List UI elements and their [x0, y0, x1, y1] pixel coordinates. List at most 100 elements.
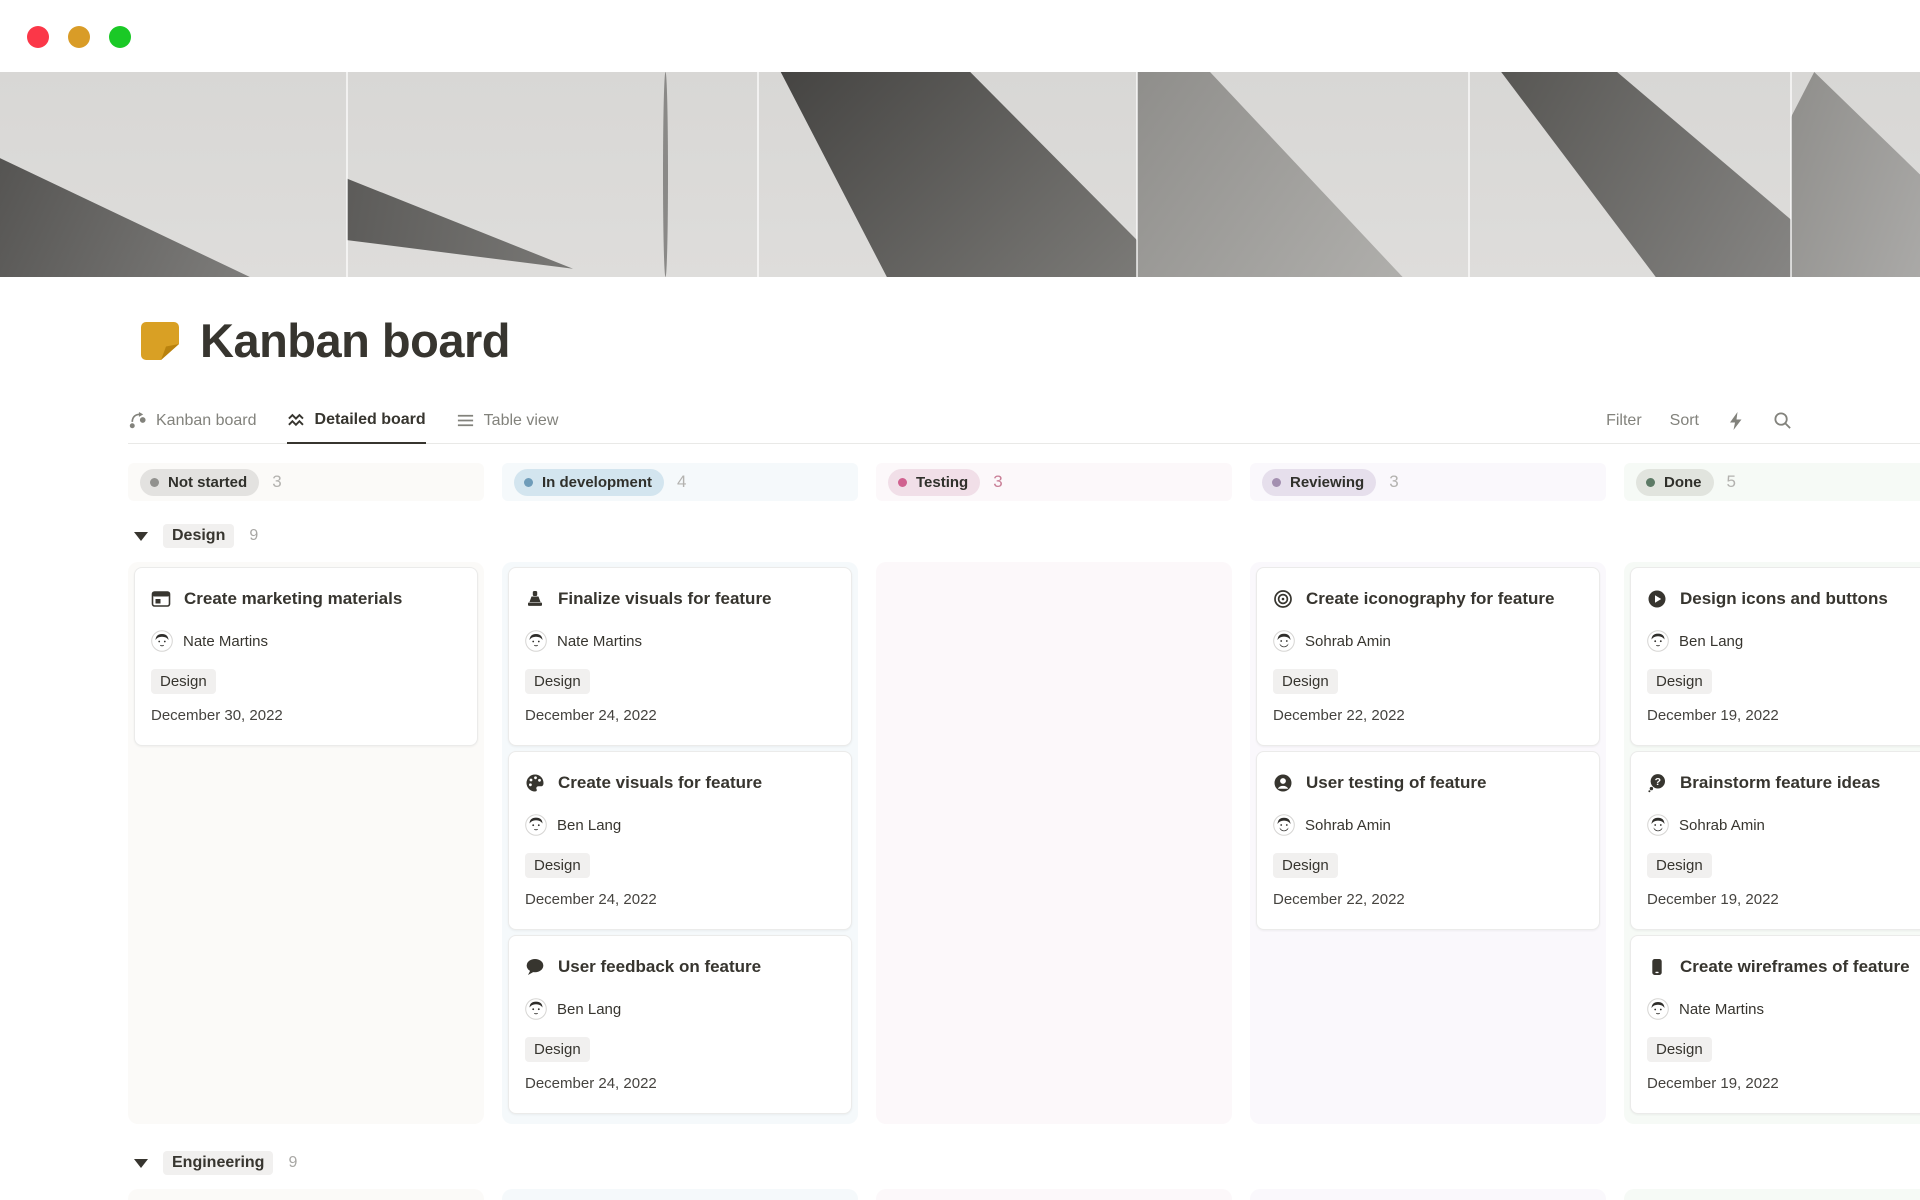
status-pill-in-development[interactable]: In development	[514, 468, 665, 496]
column-body-not-started: Create marketing materials Nate Martins …	[128, 562, 484, 1124]
column-count: 3	[1389, 472, 1399, 491]
traffic-lights	[27, 26, 131, 48]
stamp-icon	[525, 589, 545, 609]
column-header-reviewing: Reviewing 3	[1250, 463, 1606, 501]
column-header-done: Done 5	[1624, 463, 1920, 501]
card-title: Brainstorm feature ideas	[1680, 773, 1881, 792]
tag-design: Design	[151, 669, 216, 694]
card-title: User testing of feature	[1306, 773, 1487, 792]
card-title: Create marketing materials	[184, 589, 403, 608]
list-icon	[456, 411, 475, 430]
person-circle-icon	[1273, 773, 1293, 793]
tag-design: Design	[525, 853, 590, 878]
avatar	[1647, 630, 1669, 652]
linked-board-icon	[128, 411, 147, 430]
status-pill-not-started[interactable]: Not started	[140, 468, 260, 496]
status-pill-done[interactable]: Done	[1636, 468, 1714, 496]
tag-design: Design	[525, 669, 590, 694]
tag-design: Design	[1273, 669, 1338, 694]
column-body-testing	[876, 562, 1232, 1124]
card[interactable]: Create wireframes of feature Nate Martin…	[1630, 935, 1920, 1114]
card-title: Design icons and buttons	[1680, 589, 1888, 608]
wave-board-icon	[287, 411, 306, 430]
speech-bubble-icon	[525, 957, 545, 977]
palette-icon	[525, 773, 545, 793]
tab-table-view[interactable]: Table view	[456, 398, 559, 443]
card[interactable]: Design icons and buttons Ben Lang Design…	[1630, 567, 1920, 746]
card-title: Finalize visuals for feature	[558, 589, 772, 608]
page-icon-orange-note[interactable]	[140, 321, 180, 361]
svg-text:?: ?	[1655, 776, 1661, 788]
avatar	[525, 814, 547, 836]
group-name[interactable]: Engineering	[163, 1151, 274, 1175]
play-icon	[1647, 589, 1667, 609]
group-header-engineering: Engineering 9	[134, 1146, 1920, 1180]
window-titlebar	[0, 0, 1920, 72]
column-count: 5	[1726, 472, 1736, 491]
column-body-done	[1624, 1189, 1920, 1200]
card[interactable]: Finalize visuals for feature Nate Martin…	[508, 567, 852, 746]
tab-detailed-board[interactable]: Detailed board	[286, 398, 426, 444]
due-date: December 19, 2022	[1647, 891, 1779, 908]
card[interactable]: Create visuals for feature Ben Lang Desi…	[508, 751, 852, 930]
close-window-button[interactable]	[27, 26, 49, 48]
card[interactable]: User feedback on feature Ben Lang Design…	[508, 935, 852, 1114]
column-body-in-development: Finalize visuals for feature Nate Martin…	[502, 562, 858, 1124]
avatar	[1647, 814, 1669, 836]
collapse-triangle-icon[interactable]	[134, 1158, 148, 1168]
avatar	[151, 630, 173, 652]
phone-icon	[1647, 957, 1667, 977]
status-dot	[1646, 477, 1655, 487]
card-title: Create wireframes of feature	[1680, 957, 1910, 976]
tag-design: Design	[1647, 1037, 1712, 1062]
column-header-testing: Testing 3	[876, 463, 1232, 501]
due-date: December 24, 2022	[525, 1075, 657, 1092]
column-body-testing	[876, 1189, 1232, 1200]
card[interactable]: ? Brainstorm feature ideas Sohrab Amin D…	[1630, 751, 1920, 930]
bullseye-icon	[1273, 589, 1293, 609]
assignee-name: Sohrab Amin	[1679, 816, 1765, 834]
collapse-triangle-icon[interactable]	[134, 531, 148, 541]
assignee-name: Ben Lang	[1679, 632, 1744, 650]
avatar	[1273, 630, 1295, 652]
avatar	[1273, 814, 1295, 836]
sort-button[interactable]: Sort	[1669, 411, 1699, 429]
column-body-in-development	[502, 1189, 858, 1200]
status-pill-reviewing[interactable]: Reviewing	[1262, 468, 1377, 496]
tab-kanban-board[interactable]: Kanban board	[128, 398, 257, 443]
status-dot	[1272, 477, 1281, 487]
group-name[interactable]: Design	[163, 524, 235, 548]
avatar	[525, 998, 547, 1020]
filter-button[interactable]: Filter	[1606, 411, 1642, 429]
tag-design: Design	[525, 1037, 590, 1062]
tab-label: Kanban board	[156, 411, 257, 429]
card[interactable]: Create iconography for feature Sohrab Am…	[1256, 567, 1600, 746]
tab-label: Detailed board	[314, 411, 426, 428]
column-count: 3	[272, 472, 282, 491]
avatar	[1647, 998, 1669, 1020]
column-body-reviewing	[1250, 1189, 1606, 1200]
status-dot	[524, 477, 533, 487]
due-date: December 30, 2022	[151, 707, 283, 724]
assignee-name: Sohrab Amin	[1305, 632, 1391, 650]
column-count: 4	[677, 472, 687, 491]
group-header-design: Design 9	[134, 519, 1920, 553]
avatar	[525, 630, 547, 652]
due-date: December 24, 2022	[525, 707, 657, 724]
column-body-done: Design icons and buttons Ben Lang Design…	[1624, 562, 1920, 1124]
due-date: December 22, 2022	[1273, 891, 1405, 908]
status-pill-testing[interactable]: Testing	[888, 468, 981, 496]
tab-label: Table view	[483, 411, 559, 429]
due-date: December 19, 2022	[1647, 1075, 1779, 1092]
kanban-board: Not started 3 In development 4 Testing 3…	[128, 463, 1920, 1200]
status-dot	[898, 477, 907, 487]
card[interactable]: Create marketing materials Nate Martins …	[134, 567, 478, 746]
search-icon[interactable]	[1773, 411, 1792, 430]
minimize-window-button[interactable]	[68, 26, 90, 48]
zoom-window-button[interactable]	[109, 26, 131, 48]
assignee-name: Nate Martins	[183, 632, 269, 650]
lightning-icon[interactable]	[1727, 411, 1745, 431]
assignee-name: Sohrab Amin	[1305, 816, 1391, 834]
card[interactable]: User testing of feature Sohrab Amin Desi…	[1256, 751, 1600, 930]
page-title[interactable]: Kanban board	[200, 314, 510, 367]
